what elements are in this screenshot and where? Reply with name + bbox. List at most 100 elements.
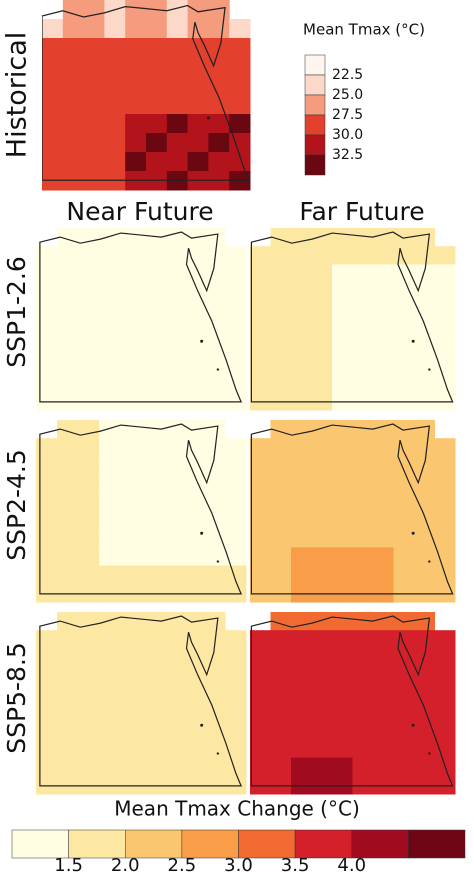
- map-cell: [57, 337, 79, 356]
- map-cell: [36, 264, 58, 284]
- legends: 22.5 25.0 27.5 30.0 32.5 1.5 2.0 2.5 3.0 3.5 4.0: [11, 54, 466, 876]
- map-cell: [414, 373, 435, 393]
- map-cell: [332, 684, 353, 704]
- map-cell: [208, 133, 230, 153]
- map-cell: [120, 775, 142, 795]
- map-cell: [78, 456, 100, 476]
- map-cell: [373, 474, 394, 494]
- map-cell: [434, 721, 456, 740]
- map-cell: [373, 684, 394, 704]
- map-cell: [225, 456, 247, 476]
- map-cell: [36, 474, 58, 494]
- map-cell: [393, 511, 415, 530]
- map-cell: [162, 474, 184, 494]
- map-cell: [104, 114, 126, 134]
- map-cell: [99, 319, 121, 338]
- map-cell: [208, 19, 230, 39]
- map-cell: [120, 529, 142, 548]
- legend-swatch: [238, 829, 296, 859]
- map-cell: [393, 583, 415, 603]
- map-cell: [225, 474, 247, 494]
- map-cell: [332, 319, 353, 338]
- map-cell: [183, 565, 205, 585]
- map-cell: [373, 391, 394, 411]
- map-cell: [99, 456, 121, 476]
- map-cell: [78, 300, 100, 320]
- map-cell: [291, 547, 312, 567]
- map-cell: [414, 529, 435, 548]
- map-cell: [120, 474, 142, 494]
- map-cell: [332, 282, 353, 302]
- map-cell: [373, 565, 394, 585]
- map-cell: [99, 474, 121, 494]
- map-cell: [204, 264, 226, 284]
- map-cell: [250, 391, 271, 411]
- map-cell: [311, 319, 333, 338]
- map-cell: [291, 492, 312, 512]
- map-cell: [352, 547, 374, 567]
- map-cell: [57, 684, 79, 704]
- legend-swatch: [11, 829, 69, 859]
- map-cell: [373, 775, 394, 795]
- map-cell: [162, 529, 184, 548]
- map-cell: [250, 319, 271, 338]
- legend-label: 2.5: [168, 855, 197, 876]
- map-cell: [141, 474, 163, 494]
- map-cell: [393, 391, 415, 411]
- map-cell: [291, 456, 312, 476]
- map-cell: [204, 648, 226, 668]
- map-cell: [270, 355, 292, 375]
- map-cell: [99, 337, 121, 356]
- map-cell: [78, 757, 100, 777]
- map-cell: [373, 612, 394, 631]
- map-cell: [250, 300, 271, 320]
- legend-label: 2.0: [111, 855, 140, 876]
- map-cell: [204, 757, 226, 777]
- map-cell: [99, 492, 121, 512]
- map-cell: [204, 474, 226, 494]
- map-cell: [141, 391, 163, 411]
- map-cell: [99, 391, 121, 411]
- map-cell: [78, 319, 100, 338]
- map-cell: [120, 583, 142, 603]
- map-cell: [83, 152, 105, 172]
- map-cell: [141, 492, 163, 512]
- map-cell: [125, 152, 147, 172]
- map-cell: [270, 565, 292, 585]
- map-cell: [146, 76, 168, 96]
- map-cell: [36, 775, 58, 795]
- map-cell: [332, 373, 353, 393]
- map-cell: [250, 739, 271, 759]
- map-cell: [36, 666, 58, 686]
- map-cell: [120, 420, 142, 439]
- map-cell: [434, 630, 456, 649]
- map-cell: [120, 373, 142, 393]
- map-cell: [183, 492, 205, 512]
- legend-label: 22.5: [332, 67, 363, 83]
- map-cell: [291, 373, 312, 393]
- map-cell: [225, 511, 247, 530]
- map-cell: [332, 529, 353, 548]
- map-cell: [311, 337, 333, 356]
- map-cell: [434, 282, 456, 302]
- map-cell: [225, 246, 247, 265]
- map-cell: [393, 775, 415, 795]
- map-cell: [78, 438, 100, 457]
- map-cell: [36, 391, 58, 411]
- map-cell: [332, 648, 353, 668]
- map-cell: [250, 355, 271, 375]
- map-cell: [62, 152, 85, 172]
- map-cell: [311, 228, 333, 247]
- map-cell: [78, 337, 100, 356]
- map-cell: [141, 456, 163, 476]
- map-cell: [141, 300, 163, 320]
- legend-label: 4.0: [337, 855, 366, 876]
- map-cell: [99, 648, 121, 668]
- map-cell: [352, 300, 374, 320]
- map-cell: [57, 583, 79, 603]
- map-cell: [141, 775, 163, 795]
- legend-title: Mean Tmax (°C): [303, 21, 425, 39]
- map-cell: [311, 492, 333, 512]
- map-cell: [83, 57, 105, 77]
- map-cell: [229, 19, 251, 39]
